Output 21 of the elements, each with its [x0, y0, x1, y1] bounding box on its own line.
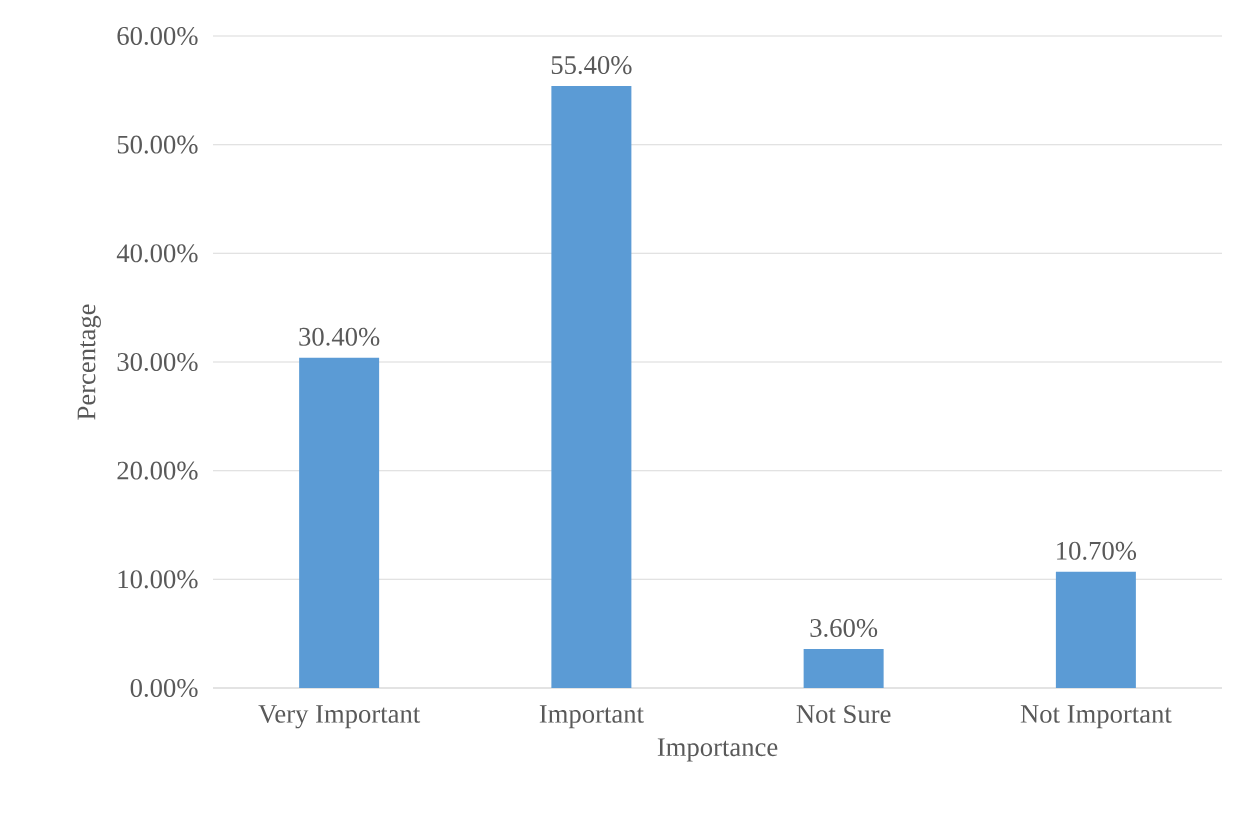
y-tick-label: 0.00%	[130, 678, 198, 698]
y-tick-label: 40.00%	[116, 244, 198, 263]
x-tick-label: Not Sure	[796, 705, 891, 724]
bar	[803, 648, 884, 688]
x-tick-label: Not Important	[1020, 705, 1172, 729]
y-tick-label: 50.00%	[117, 135, 198, 154]
x-tick-label: Important	[539, 705, 644, 729]
y-tick-label: 60.00%	[117, 26, 198, 46]
y-tick-label: 10.00%	[118, 570, 198, 589]
data-label: 30.40%	[299, 327, 380, 346]
data-label: 10.70%	[1057, 541, 1137, 560]
x-tick-label: Very Important	[258, 705, 421, 729]
bar	[551, 85, 632, 688]
bar	[1055, 571, 1136, 688]
data-label: 3.60%	[810, 618, 878, 638]
bar	[299, 357, 380, 688]
x-axis-title: Importance	[657, 738, 778, 762]
data-label: 55.40%	[551, 56, 632, 75]
y-tick-label: 20.00%	[117, 461, 198, 480]
y-axis-title: Percentage	[77, 304, 101, 420]
y-tick-label: 30.00%	[117, 352, 198, 372]
